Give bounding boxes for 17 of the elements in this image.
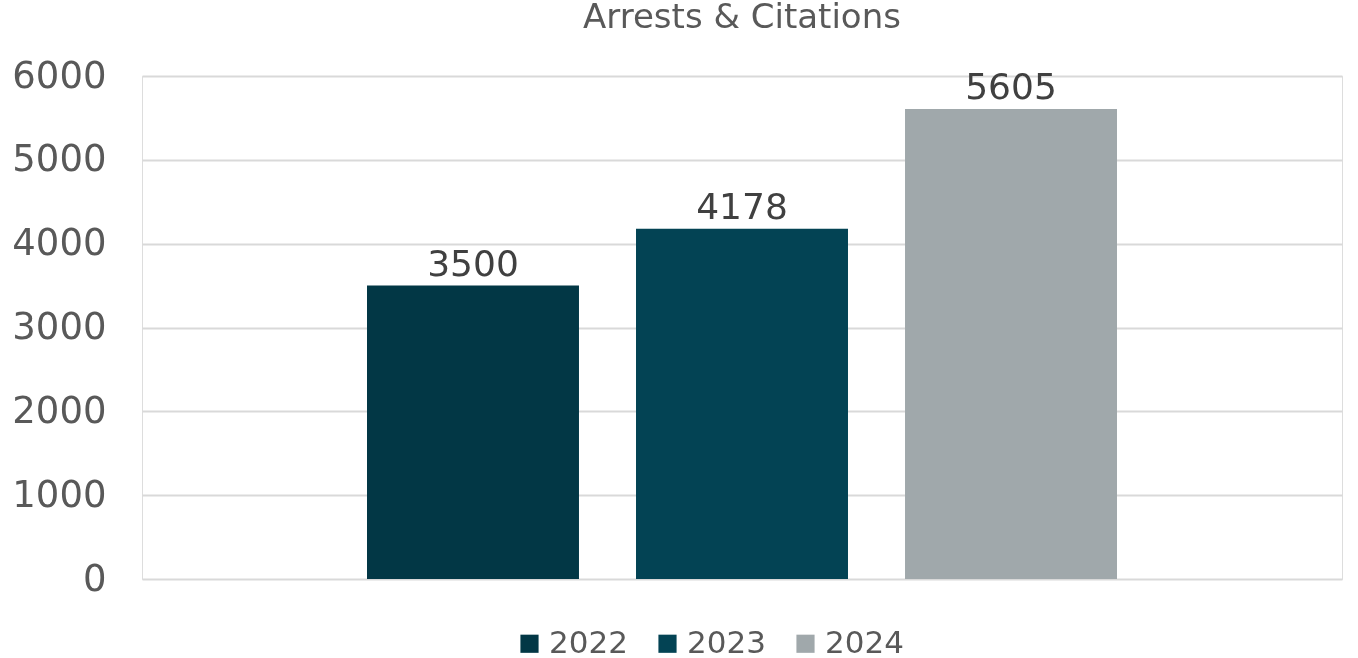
- y-tick-label: 3000: [12, 305, 107, 348]
- y-tick-label: 2000: [12, 388, 107, 432]
- legend-label: 2022: [549, 623, 628, 658]
- bar: [905, 109, 1117, 579]
- bar: [367, 285, 579, 579]
- data-label: 3500: [427, 242, 519, 284]
- bar: [636, 228, 848, 579]
- chart-title: Arrests & Citations: [583, 0, 901, 36]
- data-label: 5605: [965, 66, 1057, 108]
- y-tick-label: 0: [82, 556, 107, 600]
- y-tick-label: 6000: [12, 53, 107, 97]
- legend-label: 2023: [687, 623, 766, 658]
- y-tick-label: 4000: [12, 221, 107, 265]
- y-tick-label: 1000: [12, 472, 107, 516]
- data-label: 4178: [696, 185, 788, 227]
- legend-label: 2024: [825, 623, 904, 658]
- y-tick-label: 5000: [12, 137, 107, 181]
